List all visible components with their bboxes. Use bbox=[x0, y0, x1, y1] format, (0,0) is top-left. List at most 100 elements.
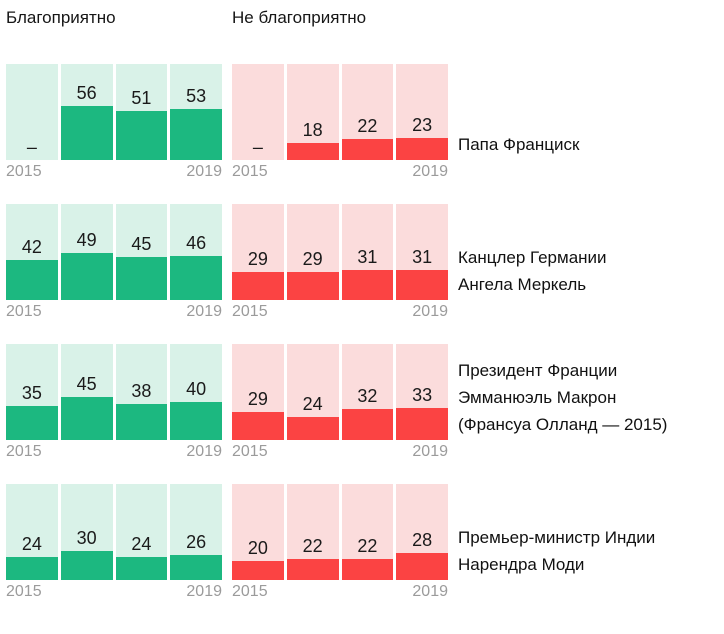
favorable-bar bbox=[115, 556, 168, 580]
x-axis-labels: 2015 2019 bbox=[232, 163, 448, 181]
favorable-bar-cell: – bbox=[6, 64, 58, 160]
unfavorable-panel: 29 29 31 31 bbox=[232, 204, 448, 300]
unfavorable-header: Не благоприятно bbox=[232, 8, 367, 27]
favorable-bar bbox=[60, 396, 113, 440]
leader-row: – 56 51 53 2015 2019 – 18 22 23 2015 2019 Папа… bbox=[6, 64, 718, 181]
unfavorable-bar bbox=[232, 272, 284, 300]
bar-value-label: 53 bbox=[186, 86, 207, 107]
headers-spacer bbox=[458, 8, 718, 28]
leader-name: Канцлер Германии Ангела Меркель bbox=[458, 204, 718, 300]
year-start-label: 2015 bbox=[232, 583, 268, 600]
unfavorable-bar-cell: 20 bbox=[232, 484, 284, 580]
unfavorable-chart: 29 29 31 31 2015 2019 bbox=[232, 204, 448, 321]
year-start-label: 2015 bbox=[6, 583, 42, 600]
leader-name-line: (Франсуа Олланд — 2015) bbox=[458, 415, 668, 434]
favorable-bar-cell: 26 bbox=[170, 484, 222, 580]
favorable-bar-cell: 56 bbox=[60, 64, 113, 160]
favorable-bar-cell: 53 bbox=[170, 64, 222, 160]
unfavorable-bar-cell: 18 bbox=[286, 64, 339, 160]
unfavorable-chart: – 18 22 23 2015 2019 bbox=[232, 64, 448, 181]
favorable-panel: 24 30 24 26 bbox=[6, 484, 222, 580]
unfavorable-bar bbox=[341, 270, 394, 300]
year-start-label: 2015 bbox=[6, 443, 42, 460]
leader-row: 35 45 38 40 2015 2019 29 24 32 33 2015 2019 Пр… bbox=[6, 344, 718, 461]
favorable-panel: – 56 51 53 bbox=[6, 64, 222, 160]
unfavorable-bar-cell: 31 bbox=[396, 204, 448, 300]
unfavorable-bar-cell: 29 bbox=[286, 204, 339, 300]
bar-value-label: 29 bbox=[302, 249, 323, 270]
favorable-bar-cell: 46 bbox=[170, 204, 222, 300]
chart-rows: – 56 51 53 2015 2019 – 18 22 23 2015 2019 Папа… bbox=[6, 64, 718, 601]
favorable-header: Благоприятно bbox=[6, 8, 116, 27]
x-axis-labels: 2015 2019 bbox=[232, 303, 448, 321]
bar-value-label: 56 bbox=[76, 83, 97, 104]
bar-value-label: 18 bbox=[302, 119, 323, 140]
bar-value-label: 20 bbox=[247, 537, 268, 558]
bar-value-label: 46 bbox=[186, 232, 207, 253]
unfavorable-bar-cell: 28 bbox=[396, 484, 448, 580]
leader-name-line: Ангела Меркель bbox=[458, 275, 587, 294]
bar-value-label: 28 bbox=[412, 530, 433, 551]
favorable-bar-cell: 38 bbox=[115, 344, 168, 440]
unfavorable-bar bbox=[232, 412, 284, 440]
favorable-bar-cell: 51 bbox=[115, 64, 168, 160]
bar-value-label: 45 bbox=[76, 373, 97, 394]
favorable-bar-cell: 35 bbox=[6, 344, 58, 440]
unfavorable-panel: 29 24 32 33 bbox=[232, 344, 448, 440]
favorable-bar-cell: 42 bbox=[6, 204, 58, 300]
unfavorable-bar-cell: – bbox=[232, 64, 284, 160]
favorable-chart: 42 49 45 46 2015 2019 bbox=[6, 204, 222, 321]
bar-value-label: 24 bbox=[21, 533, 42, 554]
bar-value-label: 29 bbox=[247, 249, 268, 270]
year-end-label: 2019 bbox=[412, 303, 448, 320]
bar-value-label: 23 bbox=[412, 114, 433, 135]
year-start-label: 2015 bbox=[232, 303, 268, 320]
favorable-bar-cell: 24 bbox=[115, 484, 168, 580]
bar-value-label: 38 bbox=[131, 380, 152, 401]
unfavorable-bar-cell: 29 bbox=[232, 344, 284, 440]
favorable-bar-cell: 30 bbox=[60, 484, 113, 580]
favorable-bar bbox=[115, 403, 168, 440]
favorable-bar bbox=[60, 551, 113, 580]
x-axis-labels: 2015 2019 bbox=[6, 303, 222, 321]
bar-value-label: 29 bbox=[247, 389, 268, 410]
favorable-bar bbox=[170, 401, 222, 440]
leader-name: Премьер-министр Индии Нарендра Моди bbox=[458, 484, 718, 580]
unfavorable-bar bbox=[286, 558, 339, 580]
unfavorable-bar bbox=[341, 138, 394, 160]
year-end-label: 2019 bbox=[412, 163, 448, 180]
unfavorable-chart: 20 22 22 28 2015 2019 bbox=[232, 484, 448, 601]
x-axis-labels: 2015 2019 bbox=[232, 583, 448, 601]
leader-name-line: Нарендра Моди bbox=[458, 555, 585, 574]
unfavorable-bar bbox=[286, 272, 339, 300]
bar-value-label: 22 bbox=[357, 535, 378, 556]
bar-value-label: 22 bbox=[357, 115, 378, 136]
leader-name-line: Канцлер Германии bbox=[458, 248, 607, 267]
unfavorable-bar bbox=[341, 409, 394, 440]
bar-value-label: – bbox=[252, 137, 263, 157]
favorable-bar bbox=[6, 259, 58, 300]
unfavorable-bar-cell: 33 bbox=[396, 344, 448, 440]
favorable-chart: 35 45 38 40 2015 2019 bbox=[6, 344, 222, 461]
unfavorable-panel: – 18 22 23 bbox=[232, 64, 448, 160]
bar-value-label: 30 bbox=[76, 528, 97, 549]
x-axis-labels: 2015 2019 bbox=[6, 163, 222, 181]
bar-value-label: 24 bbox=[302, 393, 323, 414]
bar-value-label: 45 bbox=[131, 233, 152, 254]
favorable-panel: 35 45 38 40 bbox=[6, 344, 222, 440]
unfavorable-bar-cell: 22 bbox=[341, 484, 394, 580]
year-end-label: 2019 bbox=[186, 303, 222, 320]
bar-value-label: 42 bbox=[21, 236, 42, 257]
unfavorable-bar bbox=[341, 558, 394, 580]
favorable-bar bbox=[115, 111, 168, 160]
unfavorable-bar-cell: 29 bbox=[232, 204, 284, 300]
favorable-bar bbox=[60, 106, 113, 160]
bar-value-label: 32 bbox=[357, 386, 378, 407]
bar-value-label: 22 bbox=[302, 535, 323, 556]
bar-value-label: 26 bbox=[186, 532, 207, 553]
unfavorable-bar bbox=[286, 142, 339, 160]
year-end-label: 2019 bbox=[186, 443, 222, 460]
favorable-bar-cell: 40 bbox=[170, 344, 222, 440]
unfavorable-bar bbox=[232, 560, 284, 580]
